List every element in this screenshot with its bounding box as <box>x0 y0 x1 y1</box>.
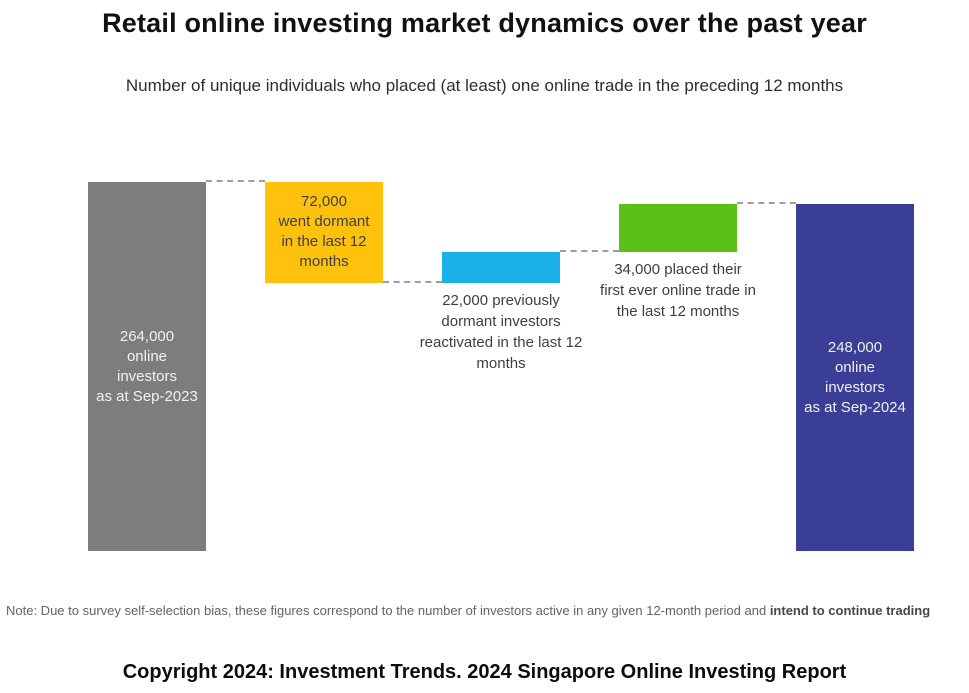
connector-line <box>737 202 796 205</box>
connector-line <box>560 249 619 252</box>
bar-label-reactivated: 22,000 previously dormant investors reac… <box>419 291 583 372</box>
footnote-text: Note: Due to survey self-selection bias,… <box>6 603 770 618</box>
bar-label-sep-2023-total: 264,000 online investors as at Sep-2023 <box>96 327 198 405</box>
bar-sep-2023-total: 264,000 online investors as at Sep-2023 <box>88 182 206 551</box>
copyright-line: Copyright 2024: Investment Trends. 2024 … <box>122 661 847 683</box>
footnote-bold-text: intend to continue trading <box>769 603 931 618</box>
page-title: Retail online investing market dynamics … <box>102 8 867 38</box>
footnote: Note: Due to survey self-selection bias,… <box>6 603 963 618</box>
bar-reactivated <box>442 251 560 283</box>
bar-sep-2024-total: 248,000 online investors as at Sep-2024 <box>796 204 914 551</box>
connector-line <box>383 280 442 283</box>
bar-label-sep-2024-total: 248,000 online investors as at Sep-2024 <box>804 338 906 416</box>
bar-first-trade <box>619 204 737 252</box>
bar-label-first-trade: 34,000 placed their first ever online tr… <box>600 260 756 320</box>
bar-label-went-dormant: 72,000 went dormant in the last 12 month… <box>278 193 370 271</box>
bar-went-dormant: 72,000 went dormant in the last 12 month… <box>265 182 383 283</box>
connector-line <box>206 180 265 182</box>
chart-subtitle: Number of unique individuals who placed … <box>125 76 844 95</box>
